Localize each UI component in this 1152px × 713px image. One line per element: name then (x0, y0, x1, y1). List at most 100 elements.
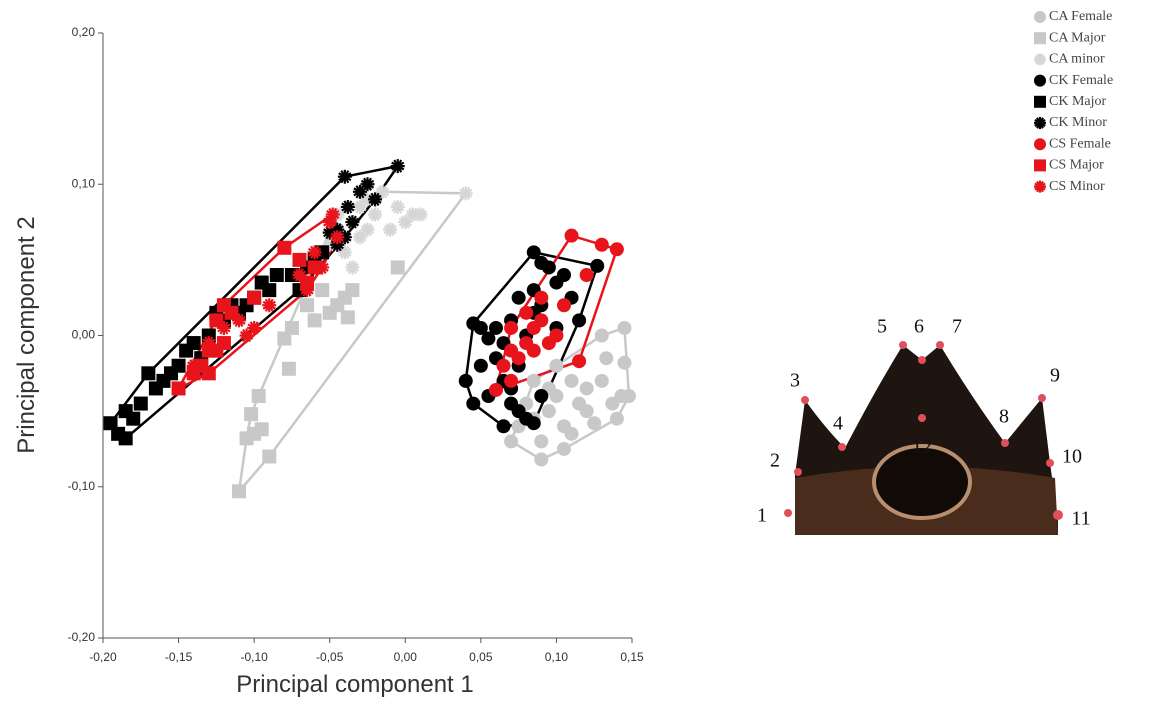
point (504, 434, 518, 448)
y-axis-title: Principal component 2 (13, 216, 40, 453)
point (527, 416, 541, 430)
point (202, 366, 216, 380)
point (572, 313, 586, 327)
point (610, 412, 624, 426)
point (292, 253, 306, 267)
point (1034, 117, 1046, 129)
landmark-label: 10 (1062, 446, 1082, 468)
point (534, 434, 548, 448)
point (244, 407, 258, 421)
legend-label: CS Major (1049, 158, 1104, 173)
point (285, 321, 299, 335)
x-tick-label: -0,15 (165, 650, 193, 664)
point (595, 238, 609, 252)
point (1034, 11, 1046, 23)
y-tick-label: -0,20 (68, 630, 96, 644)
landmark-dot (1046, 459, 1054, 467)
point (565, 427, 579, 441)
point (512, 291, 526, 305)
point (262, 450, 276, 464)
point (172, 359, 186, 373)
point (572, 354, 586, 368)
y-tick-label: 0,20 (72, 25, 96, 39)
x-tick-label: -0,20 (89, 650, 117, 664)
point (542, 404, 556, 418)
point (1034, 96, 1046, 108)
point (474, 321, 488, 335)
point (565, 229, 579, 243)
scatter-plot: -0,20-0,100,000,100,20-0,20-0,15-0,10-0,… (68, 25, 644, 664)
point (1034, 138, 1046, 150)
y-tick-label: 0,00 (72, 328, 96, 342)
legend-label: CK Major (1049, 94, 1107, 109)
point (580, 381, 594, 395)
point (149, 381, 163, 395)
point (534, 313, 548, 327)
hull (239, 192, 466, 491)
point (315, 283, 329, 297)
landmark-dot (936, 341, 944, 349)
point (595, 329, 609, 343)
point (172, 381, 186, 395)
point (557, 298, 571, 312)
landmark-dot (801, 396, 809, 404)
point (1034, 181, 1046, 193)
point (459, 374, 473, 388)
landmark-dot (918, 414, 926, 422)
point (300, 298, 314, 312)
landmark-label: 3 (790, 370, 800, 392)
point (565, 374, 579, 388)
point (489, 383, 503, 397)
landmark-label: 8 (999, 406, 1009, 428)
x-axis-title: Principal component 1 (236, 671, 473, 698)
point (489, 321, 503, 335)
point (549, 359, 563, 373)
point (587, 416, 601, 430)
figure: -0,20-0,100,000,100,20-0,20-0,15-0,10-0,… (0, 0, 1152, 713)
point (330, 298, 344, 312)
landmark-label: 12 (912, 436, 932, 458)
point (474, 359, 488, 373)
point (497, 359, 511, 373)
point (527, 344, 541, 358)
point (504, 321, 518, 335)
x-tick-label: 0,05 (469, 650, 493, 664)
landmark-label: 4 (833, 413, 843, 435)
landmark-dot (838, 443, 846, 451)
point (1034, 53, 1046, 65)
landmark-label: 5 (877, 316, 887, 338)
x-tick-label: 0,15 (620, 650, 644, 664)
x-tick-label: -0,05 (316, 650, 344, 664)
point (252, 389, 266, 403)
point (383, 223, 397, 237)
point (549, 329, 563, 343)
landmark-label: 1 (757, 505, 767, 527)
legend-label: CA Major (1049, 30, 1106, 45)
point (519, 306, 533, 320)
landmark-dot (899, 341, 907, 349)
landmark-label: 2 (770, 450, 780, 472)
point (527, 374, 541, 388)
landmark-dot (918, 356, 926, 364)
point (590, 259, 604, 273)
landmark-dot (794, 468, 802, 476)
point (580, 268, 594, 282)
legend-label: CK Female (1049, 73, 1113, 88)
point (232, 484, 246, 498)
point (610, 242, 624, 256)
point (345, 260, 359, 274)
point (282, 362, 296, 376)
point (217, 336, 231, 350)
point (341, 310, 355, 324)
point (557, 442, 571, 456)
point (141, 366, 155, 380)
point (534, 291, 548, 305)
point (534, 389, 548, 403)
point (466, 397, 480, 411)
legend-label: CA minor (1049, 52, 1105, 67)
legend-label: CS Female (1049, 136, 1111, 151)
point (270, 268, 284, 282)
point (504, 374, 518, 388)
landmark-label: 9 (1050, 365, 1060, 387)
